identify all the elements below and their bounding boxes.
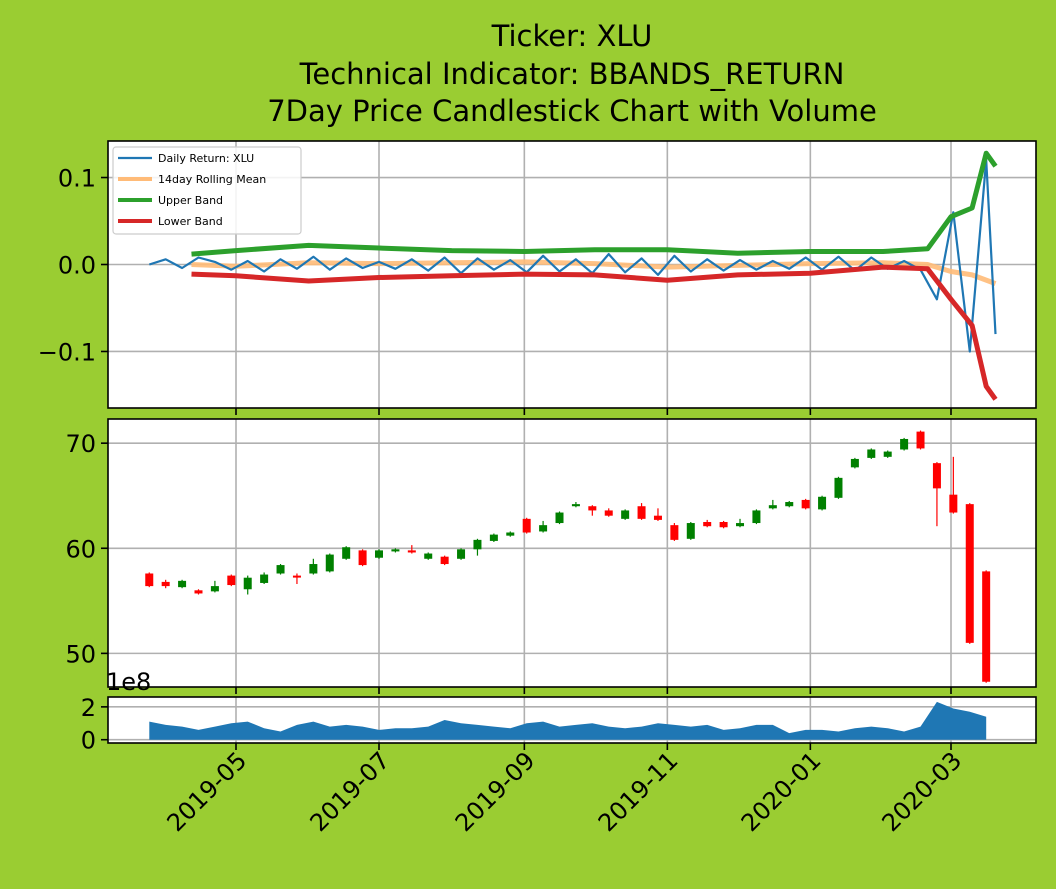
candle-body [227, 575, 236, 586]
x-tick-label: 2020-01 [736, 746, 827, 837]
x-tick-label: 2019-05 [162, 746, 253, 837]
candle-body [752, 510, 761, 524]
candle-body [621, 510, 630, 519]
candle-body [982, 571, 991, 682]
volume-panel: 2 0 1e8 [81, 668, 1037, 755]
candle-body [194, 590, 203, 594]
candle-body [686, 523, 695, 539]
candle-body [653, 515, 662, 520]
title-line-3: 7Day Price Candlestick Chart with Volume [267, 94, 877, 128]
legend-box [112, 146, 302, 235]
plot-frame [107, 140, 1037, 409]
legend-label: Lower Band [158, 215, 223, 228]
x-tick-label: 2019-11 [593, 746, 684, 837]
candle-body [637, 506, 646, 519]
candle-body [818, 496, 827, 510]
legend: Daily Return: XLU 14day Rolling Mean Upper… [112, 146, 302, 235]
x-tick-label: 2019-07 [305, 746, 396, 837]
plot-frame [107, 696, 1037, 744]
candle-body [768, 505, 777, 509]
candle-body [407, 550, 416, 553]
legend-label: Upper Band [158, 194, 223, 207]
candle-body [850, 458, 859, 468]
candle-body [506, 532, 515, 536]
legend-label: 14day Rolling Mean [158, 173, 266, 186]
candle-body [604, 510, 613, 516]
candle-body [210, 586, 219, 592]
volume-area [149, 701, 987, 740]
candle-body [178, 580, 187, 588]
y-tick-label: 0 [81, 727, 96, 755]
volume-exponent-label: 1e8 [106, 668, 151, 696]
y-tick-label: 60 [65, 535, 96, 563]
candle-body [801, 499, 810, 509]
series-line-lower-band [191, 264, 998, 401]
candle-body [949, 494, 958, 513]
candle-body [785, 502, 794, 507]
candle-body [900, 438, 909, 450]
candle-body [440, 556, 449, 565]
y-tick-label: 70 [65, 430, 96, 458]
candle-body [522, 518, 531, 533]
indicator-panel: 0.1 0.0 −0.1 [38, 140, 1037, 409]
candle-body [571, 504, 580, 507]
candle-body [457, 549, 466, 559]
candle-body [588, 506, 597, 511]
candle-body [539, 525, 548, 532]
series-line-upper-band [191, 150, 998, 257]
candle-body [342, 547, 351, 559]
candle-body [916, 431, 925, 449]
x-tick-label: 2019-09 [450, 746, 541, 837]
candle-body [292, 575, 301, 578]
title-line-1: Ticker: XLU [491, 19, 653, 53]
candle-body [391, 549, 400, 552]
candle-body [867, 449, 876, 458]
y-tick-label: 50 [65, 640, 96, 668]
y-tick-label: −0.1 [38, 338, 96, 366]
x-tick-label: 2020-03 [877, 746, 968, 837]
candle-body [719, 521, 728, 528]
candle-body [145, 573, 154, 587]
legend-label: Daily Return: XLU [158, 152, 254, 165]
y-tick-label: 0.1 [58, 165, 96, 193]
candle-body [489, 534, 498, 541]
candle-body [260, 574, 269, 583]
candle-body [358, 550, 367, 566]
candle-body [424, 553, 433, 559]
figure-title: Ticker: XLU Technical Indicator: BBANDS_… [267, 19, 877, 128]
candle-body [325, 554, 334, 572]
candle-body [309, 564, 318, 574]
candle-body [243, 577, 252, 590]
y-tick-label: 2 [81, 694, 96, 722]
y-tick-label: 0.0 [58, 251, 96, 279]
plot-background [108, 419, 1036, 687]
candle-body [473, 539, 482, 550]
plot-frame [107, 418, 1037, 688]
candle-body [736, 523, 745, 527]
series-line-daily-return-xlu [148, 159, 997, 353]
title-line-2: Technical Indicator: BBANDS_RETURN [299, 57, 845, 91]
candle-body [555, 512, 564, 524]
candle-body [834, 477, 843, 498]
candlestick-panel: 70 60 50 [65, 418, 1037, 688]
candle-body [932, 463, 941, 489]
candle-body [883, 451, 892, 457]
candle-body [965, 504, 974, 643]
candle-body [703, 521, 712, 527]
candle-body [276, 565, 285, 574]
candle-body [670, 525, 679, 540]
candle-body [161, 581, 170, 587]
candle-body [375, 550, 383, 558]
